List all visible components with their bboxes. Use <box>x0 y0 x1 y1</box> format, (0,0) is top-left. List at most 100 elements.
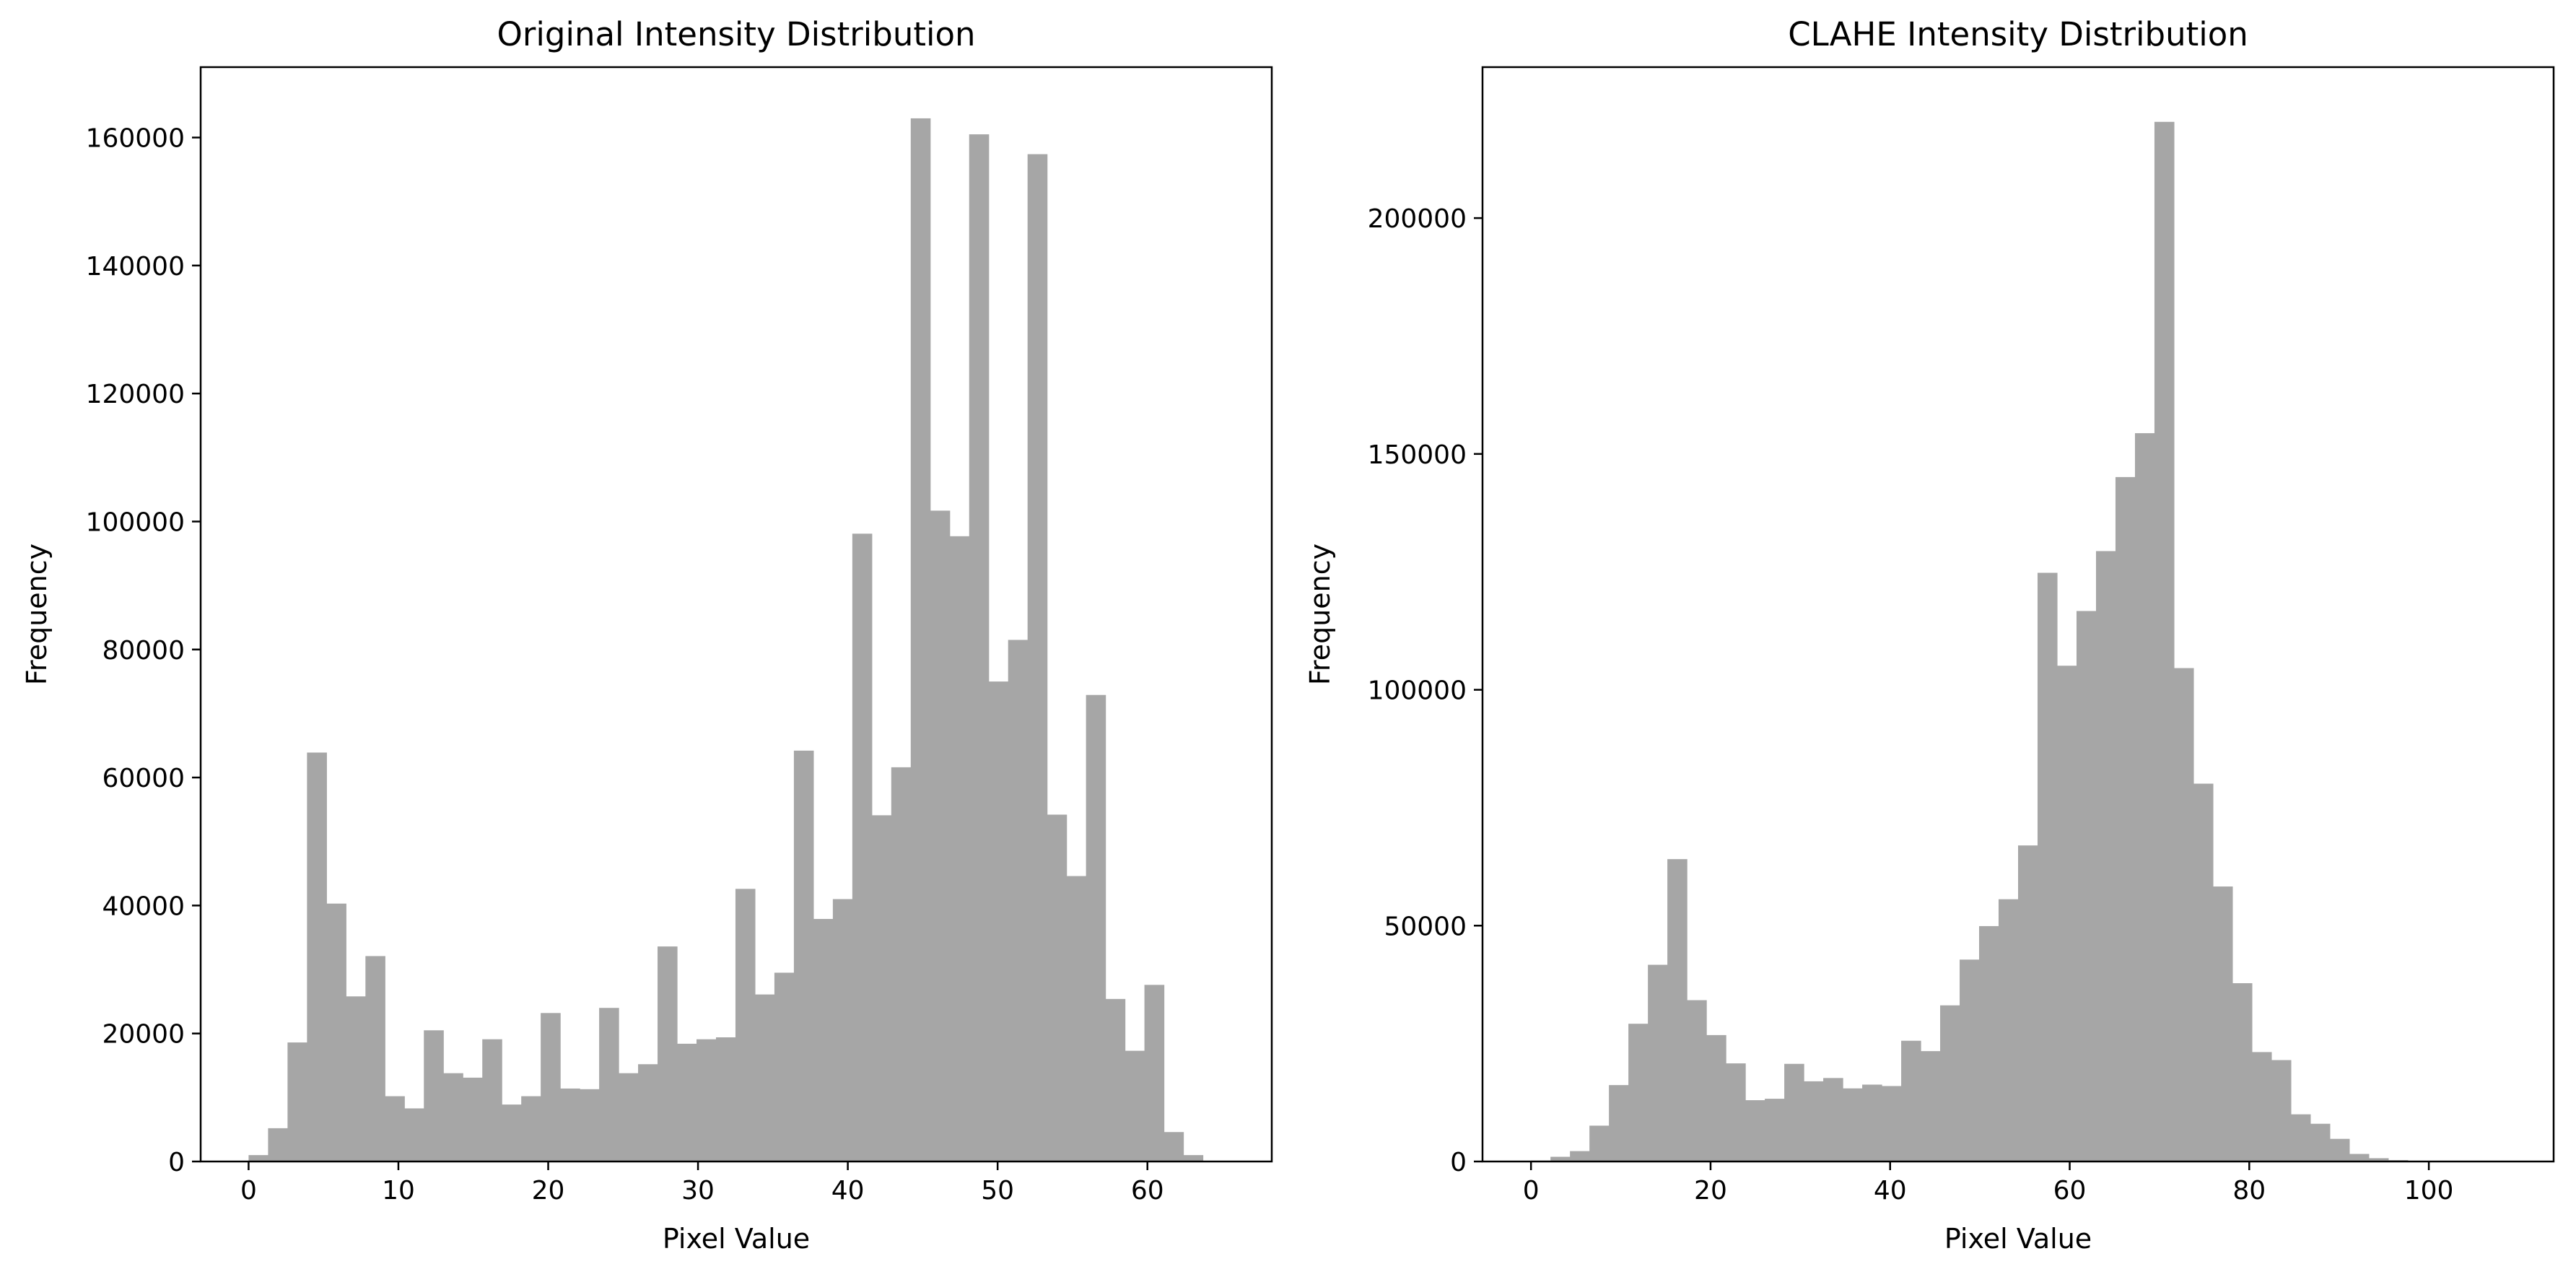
histogram-bar <box>248 1155 268 1161</box>
histogram-bar <box>2329 1138 2350 1161</box>
histogram-bar <box>268 1128 288 1161</box>
histogram-bar <box>1047 814 1067 1161</box>
x-tick-label: 40 <box>1874 1176 1907 1206</box>
histogram-bar <box>1667 859 1688 1161</box>
histogram-bar <box>2115 476 2136 1161</box>
histogram-bar <box>2368 1158 2389 1161</box>
histogram-bar <box>1144 985 1165 1161</box>
y-axis-label-clahe: Frequency <box>1304 544 1336 685</box>
chart-clahe-intensity: 0 50000 100000 150000 200000 0 20 40 60 80 100 CL… <box>1304 15 2555 1255</box>
histogram-bar <box>463 1077 483 1161</box>
histogram-bar <box>2271 1060 2292 1161</box>
x-ticks-original: 0 10 20 30 40 50 60 <box>240 1161 1164 1206</box>
y-tick-label: 60000 <box>102 764 185 793</box>
x-tick-label: 20 <box>1694 1176 1727 1206</box>
histogram-bar <box>891 767 912 1161</box>
x-tick-label: 50 <box>981 1176 1014 1206</box>
y-tick-label: 160000 <box>86 124 185 154</box>
histogram-bar <box>774 972 795 1161</box>
y-tick-label: 0 <box>168 1148 185 1177</box>
histogram-bar <box>715 1037 736 1161</box>
histogram-bar <box>871 815 892 1161</box>
histogram-bar <box>1687 1000 1707 1161</box>
histogram-bar <box>307 752 327 1161</box>
histogram-bar <box>949 536 970 1161</box>
histogram-bar <box>580 1089 600 1161</box>
histogram-bar <box>2173 668 2194 1161</box>
histogram-bar <box>521 1096 541 1161</box>
x-tick-label: 40 <box>831 1176 865 1206</box>
histogram-bar <box>813 919 834 1161</box>
histogram-bar <box>1765 1099 1785 1161</box>
histogram-bar <box>910 118 931 1161</box>
y-axis-label-original: Frequency <box>21 544 53 685</box>
axes-frame-clahe <box>1481 66 2555 1163</box>
histogram-bar <box>2349 1154 2370 1161</box>
bars-original <box>248 118 1204 1162</box>
histogram-bar <box>404 1108 424 1161</box>
histogram-bar <box>385 1096 405 1161</box>
histogram-bar <box>2251 1052 2272 1161</box>
histogram-bar <box>658 946 678 1161</box>
histogram-bar <box>2076 611 2097 1161</box>
histogram-bar <box>988 681 1009 1161</box>
histogram-bar <box>1609 1085 1629 1161</box>
axes-frame-original <box>199 66 1273 1163</box>
chart-title-original: Original Intensity Distribution <box>497 15 975 53</box>
y-tick-label: 0 <box>1450 1148 1467 1177</box>
y-tick-label: 120000 <box>86 380 185 409</box>
x-axis-label-original: Pixel Value <box>663 1223 810 1255</box>
histogram-bar <box>1726 1063 1746 1161</box>
histogram-bar <box>2037 572 2058 1161</box>
histogram-bar <box>852 533 873 1161</box>
y-tick-label: 40000 <box>102 892 185 921</box>
histogram-bar <box>1843 1088 1863 1161</box>
histogram-bar <box>1960 959 1980 1161</box>
histogram-bar <box>2290 1114 2311 1161</box>
histogram-bar <box>1921 1051 1941 1161</box>
histogram-bar <box>619 1073 639 1161</box>
histogram-bar <box>2193 783 2214 1161</box>
histogram-bar <box>1570 1151 1590 1161</box>
histogram-bar <box>1823 1078 1843 1161</box>
histogram-bar <box>424 1030 444 1161</box>
histogram-bar <box>969 134 990 1162</box>
histogram-bar <box>1628 1024 1649 1161</box>
y-ticks-original: 0 20000 40000 60000 80000 100000 120000 140000 1… <box>86 124 201 1177</box>
histogram-bar <box>1008 640 1029 1161</box>
histogram-bar <box>482 1039 502 1161</box>
histogram-bar <box>365 956 385 1161</box>
x-axis-label-clahe: Pixel Value <box>1944 1223 2092 1255</box>
histogram-bar <box>1784 1063 1804 1161</box>
histogram-bar <box>1648 964 1668 1161</box>
chart-original-intensity: 0 20000 40000 60000 80000 100000 120000 140000 1… <box>21 15 1273 1255</box>
x-tick-label: 80 <box>2232 1176 2266 1206</box>
histogram-bar <box>1862 1084 1882 1161</box>
chart-title-clahe: CLAHE Intensity Distribution <box>1788 15 2248 53</box>
y-tick-label: 200000 <box>1368 204 1467 234</box>
histogram-bar <box>560 1088 580 1161</box>
histogram-bar <box>1163 1132 1184 1161</box>
x-tick-label: 30 <box>681 1176 715 1206</box>
histogram-bar <box>1066 876 1087 1161</box>
y-tick-label: 50000 <box>1384 912 1467 941</box>
histogram-bar <box>1804 1081 1824 1161</box>
y-ticks-clahe: 0 50000 100000 150000 200000 <box>1368 204 1483 1177</box>
histogram-bar <box>599 1008 619 1161</box>
histogram-bar <box>1745 1100 1765 1161</box>
histogram-bar <box>793 750 814 1161</box>
x-ticks-clahe: 0 20 40 60 80 100 <box>1523 1161 2453 1206</box>
histogram-bar <box>638 1064 658 1161</box>
histogram-bar <box>1027 154 1048 1161</box>
histogram-bar <box>2154 121 2175 1161</box>
histogram-bar <box>2232 983 2253 1161</box>
histogram-bar <box>930 510 951 1161</box>
y-tick-label: 100000 <box>1368 676 1467 706</box>
histogram-bar <box>1550 1156 1571 1161</box>
histogram-bar <box>2018 845 2038 1161</box>
x-tick-label: 20 <box>532 1176 565 1206</box>
histogram-bar <box>697 1039 717 1161</box>
x-tick-label: 60 <box>1131 1176 1164 1206</box>
bars-clahe <box>1531 121 2448 1161</box>
y-tick-label: 80000 <box>102 636 185 666</box>
